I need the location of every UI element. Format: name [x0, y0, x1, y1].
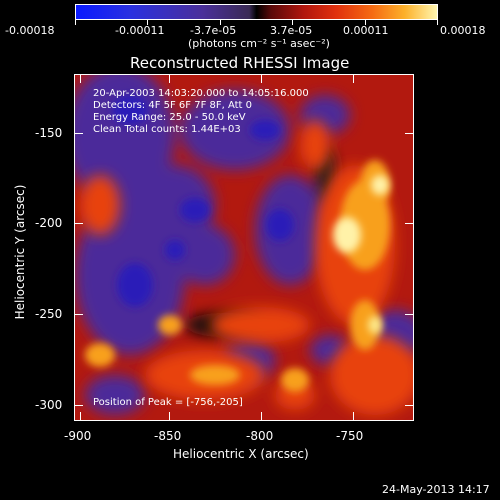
rhessi-image [75, 75, 413, 420]
colorbar-tick [75, 20, 76, 25]
x-tick-label: -750 [336, 429, 364, 443]
y-axis-label: Heliocentric Y (arcsec) [13, 184, 27, 320]
colorbar-tick [292, 20, 293, 25]
y-tick-label: -200 [35, 216, 63, 230]
x-tick-label: -900 [64, 429, 92, 443]
colorbar-units-label: (photons cm⁻² s⁻¹ asec⁻²) [188, 37, 330, 50]
colorbar-tick [220, 20, 221, 25]
colorbar-tick-label: -3.7e-05 [190, 24, 237, 37]
info-line-counts: Clean Total counts: 1.44E+03 [93, 124, 241, 135]
colorbar-tick-label: -0.00018 [5, 24, 55, 37]
colorbar-tick-label: -0.00011 [115, 24, 165, 37]
plot-title: Reconstructed RHESSI Image [130, 54, 350, 72]
footer-timestamp: 24-May-2013 14:17 [382, 483, 490, 496]
y-tick-label: -300 [35, 398, 63, 412]
y-tick-label: -150 [35, 126, 63, 140]
colorbar-tick [437, 20, 438, 25]
x-axis-label: Heliocentric X (arcsec) [173, 447, 309, 461]
colorbar-tick-label: 0.00018 [440, 24, 486, 37]
colorbar-tick-label: 0.00011 [343, 24, 389, 37]
colorbar-tick [365, 20, 366, 25]
colorbar [75, 4, 438, 20]
colorbar-tick-label: 3.7e-05 [270, 24, 313, 37]
x-tick-label: -850 [154, 429, 182, 443]
info-line-time: 20-Apr-2003 14:03:20.000 to 14:05:16.000 [93, 88, 309, 99]
y-tick-label: -250 [35, 307, 63, 321]
plot-frame [74, 74, 414, 421]
info-line-energy: Energy Range: 25.0 - 50.0 keV [93, 112, 246, 123]
x-tick-label: -800 [246, 429, 274, 443]
peak-position-label: Position of Peak = [-756,-205] [93, 397, 243, 408]
info-line-detectors: Detectors: 4F 5F 6F 7F 8F, Att 0 [93, 100, 253, 111]
colorbar-tick [147, 20, 148, 25]
